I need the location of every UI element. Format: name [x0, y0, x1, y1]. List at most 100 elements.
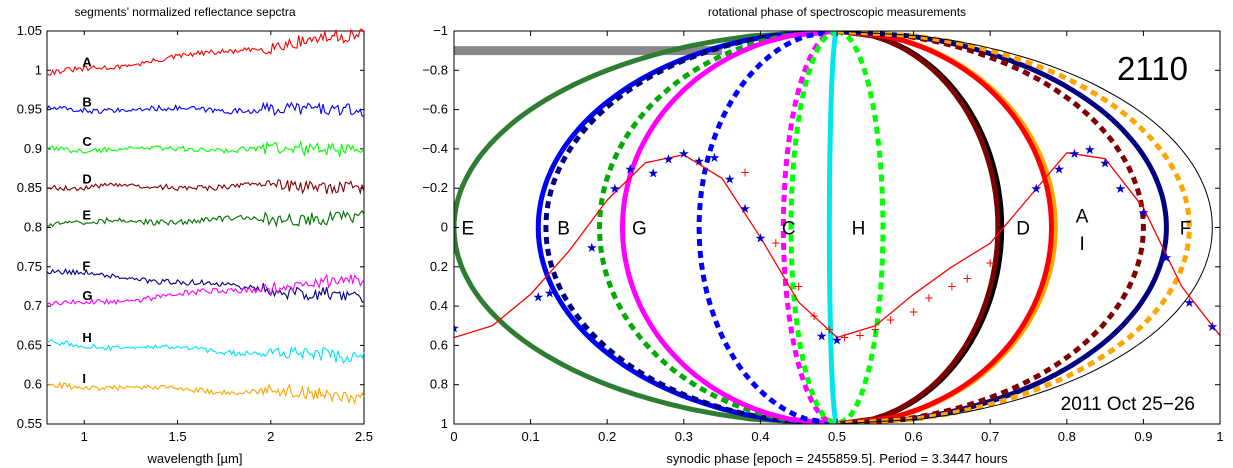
right-x-tick-label: 0.4	[751, 429, 769, 444]
spectrum-label-H: H	[82, 330, 91, 345]
star-point: ★	[816, 330, 828, 345]
left-y-tick-label: 0.95	[17, 102, 42, 117]
star-point: ★	[1138, 206, 1150, 221]
star-point: ★	[693, 155, 705, 170]
star-point: ★	[448, 322, 460, 337]
right-x-tick-label: 1	[1216, 429, 1223, 444]
spectrum-label-B: B	[82, 94, 91, 109]
cross-point: +	[794, 279, 804, 293]
right-x-tick-label: 0.9	[1134, 429, 1152, 444]
cross-point: +	[771, 236, 781, 250]
star-point: ★	[663, 153, 675, 168]
curve-label-D: D	[1016, 219, 1030, 240]
spectrum-label-I: I	[82, 371, 86, 386]
left-y-tick-label: 0.8	[24, 220, 42, 235]
left-chart-title: segments’ normalized reflectance sepctra	[75, 5, 296, 19]
right-plot-area: ★★ ★★★★ ★★ ★★ ★★★★★ ★★★★ ★★★★★★★++++++ + +++++++…	[448, 31, 1220, 424]
cross-point: +	[855, 329, 865, 343]
star-point: ★	[1184, 296, 1196, 311]
star-point: ★	[544, 286, 556, 301]
phase-curves: ★★ ★★★★ ★★ ★★ ★★★★★ ★★★★ ★★★★★★★++++++ + +++++++	[448, 31, 1220, 424]
cross-point: +	[886, 313, 896, 327]
star-point: ★	[1207, 320, 1219, 335]
asteroid-number: 2110	[1117, 50, 1188, 87]
cross-point: +	[740, 165, 750, 179]
spectrum-line-B	[46, 101, 365, 118]
star-point: ★	[1084, 143, 1096, 158]
left-x-tick-label: 1	[81, 429, 88, 444]
spectrum-line-I	[46, 381, 365, 405]
left-x-tick-label: 2.5	[355, 429, 373, 444]
curve-label-G: G	[632, 219, 647, 240]
left-y-tick-label: 0.6	[24, 377, 42, 392]
cross-point: +	[909, 305, 919, 319]
left-x-axis-label: wavelength [µm]	[147, 451, 243, 466]
phase-curve-2	[543, 31, 838, 424]
curve-label-B: B	[557, 219, 570, 240]
left-y-tick-label: 0.85	[17, 180, 42, 195]
phase-curve-G	[619, 31, 838, 424]
right-x-tick-label: 0.7	[981, 429, 999, 444]
right-y-tick-label: 0.2	[430, 259, 448, 274]
lightcurve-line	[454, 152, 1220, 339]
star-point: ★	[709, 151, 721, 166]
curve-label-A: A	[1076, 207, 1089, 228]
right-x-tick-label: 0.1	[522, 429, 540, 444]
star-point: ★	[647, 166, 659, 181]
phase-curve-E	[454, 31, 838, 424]
spectrum-line-G	[46, 273, 365, 306]
spectrum-label-C: C	[82, 134, 92, 149]
left-y-tick-label: 1.05	[17, 23, 42, 38]
right-x-axis-label: synodic phase [epoch = 2455859.5]. Perio…	[666, 451, 1008, 466]
cross-point: +	[962, 272, 972, 286]
phase-curve-7	[788, 31, 839, 424]
phase-curve-17	[836, 31, 1192, 424]
left-y-tick-label: 1	[35, 62, 42, 77]
left-y-tick-label: 0.65	[17, 337, 42, 352]
right-y-tick-label: −0.6	[422, 102, 448, 117]
curve-label-I: I	[1079, 234, 1084, 255]
cross-point: +	[924, 291, 934, 305]
star-point: ★	[1053, 163, 1065, 178]
right-x-tick-label: 0.5	[828, 429, 846, 444]
star-point: ★	[1030, 182, 1042, 197]
right-y-tick-label: 0	[441, 220, 448, 235]
cross-point: +	[870, 323, 880, 337]
right-axes: −1−0.8−0.6−0.4−0.200.20.40.60.810 0.1 0.2 0…	[422, 23, 1223, 444]
cross-point: +	[947, 279, 957, 293]
phase-curve-I	[836, 31, 1055, 424]
right-y-tick-label: −0.4	[422, 141, 448, 156]
star-point: ★	[1115, 182, 1127, 197]
phase-curve-3	[596, 31, 838, 424]
spectrum-line-F	[46, 267, 365, 304]
phase-curve-B	[535, 31, 838, 424]
left-x-tick-label: 2	[267, 429, 274, 444]
star-point: ★	[586, 241, 598, 256]
right-y-tick-label: 0.6	[430, 337, 448, 352]
star-point: ★	[1099, 157, 1111, 172]
star-point: ★	[532, 290, 544, 305]
right-x-tick-label: 0.6	[905, 429, 923, 444]
phase-curve-18	[836, 31, 1213, 424]
star-point: ★	[739, 202, 751, 217]
cross-point: +	[824, 323, 834, 337]
cross-point: +	[840, 331, 850, 345]
spectrum-label-D: D	[82, 171, 91, 186]
right-y-tick-label: 0.8	[430, 377, 448, 392]
curve-label-H: H	[852, 219, 866, 240]
spectrum-label-E: E	[82, 208, 91, 223]
phase-curve-H	[826, 31, 840, 424]
spectrum-line-E	[46, 209, 365, 228]
left-axes: 0.55 0.6 0.65 0.7 0.75 0.8 0.85 0.9 0.95 1 1.05 1 1.…	[17, 23, 373, 444]
spectrum-line-D	[46, 179, 365, 196]
spectrum-line-C	[46, 140, 365, 158]
right-x-tick-label: 0.3	[675, 429, 693, 444]
star-point: ★	[831, 334, 843, 349]
observation-date: 2011 Oct 25−26	[1061, 394, 1195, 415]
phase-curve-12	[836, 31, 1001, 424]
cross-point: +	[809, 309, 819, 323]
right-y-tick-label: −1	[433, 23, 448, 38]
star-point: ★	[724, 172, 736, 187]
star-point: ★	[1161, 251, 1173, 266]
